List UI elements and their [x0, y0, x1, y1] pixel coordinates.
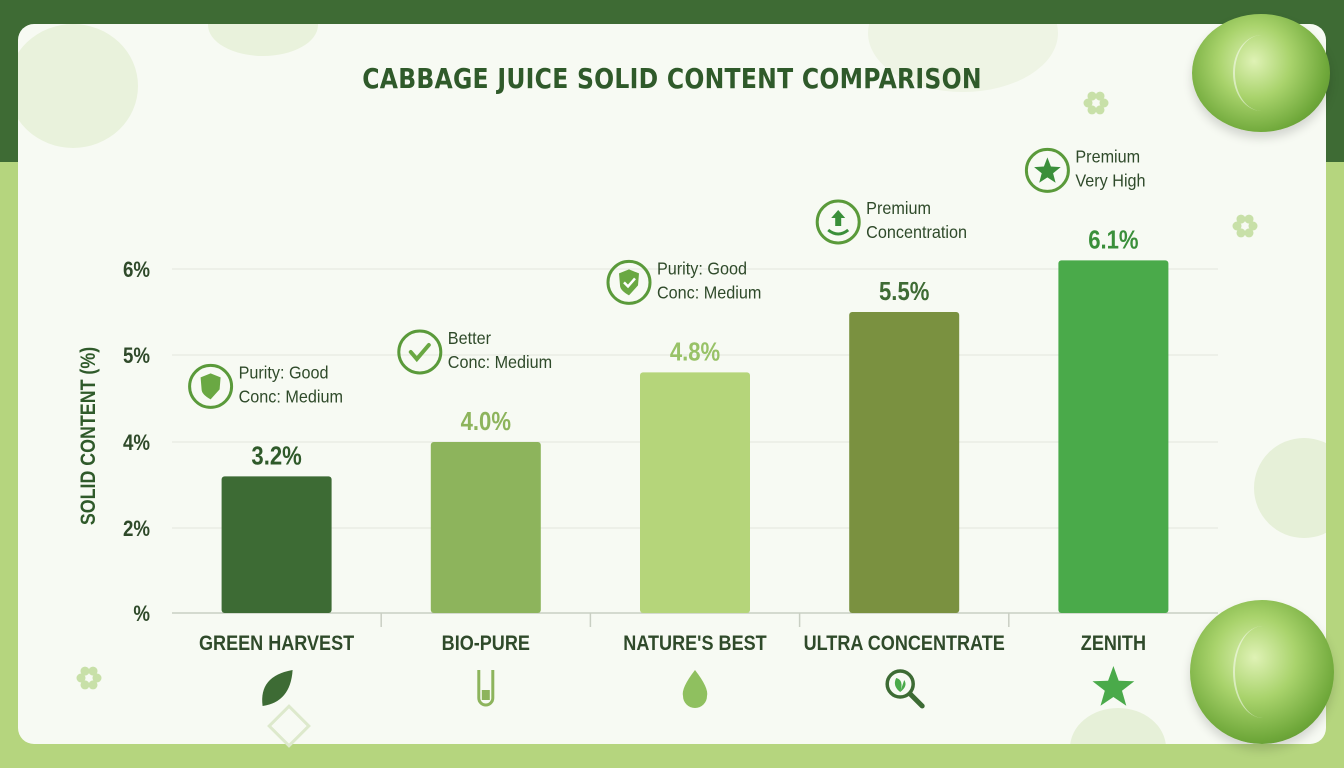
rise-arrow-icon-glyph	[831, 210, 846, 226]
magnifier-leaf	[894, 678, 906, 692]
petal	[1244, 214, 1254, 224]
tube-liquid	[481, 690, 490, 700]
petal	[1095, 105, 1105, 115]
badge-line2-3: Concentration	[866, 222, 967, 242]
shield-check-icon-check	[623, 277, 636, 289]
star-badge-icon	[1024, 147, 1070, 193]
petal	[1236, 228, 1246, 238]
petal	[1095, 91, 1105, 101]
bar-1	[430, 442, 541, 613]
petal	[92, 673, 102, 683]
petal	[1236, 214, 1246, 224]
badge-line2-1: Conc: Medium	[448, 352, 552, 372]
shield-check-icon	[606, 259, 652, 305]
value-label-0: 3.2%	[251, 442, 301, 471]
value-label-3: 5.5%	[879, 277, 929, 306]
badge-line2-2: Conc: Medium	[657, 283, 761, 303]
bar-4	[1058, 260, 1169, 613]
badge-line2-0: Conc: Medium	[239, 387, 343, 407]
test-tube-icon	[477, 670, 495, 707]
y-tick-label-1: 2%	[123, 518, 150, 542]
petal	[1087, 105, 1097, 115]
cabbage-image-bottomright	[1190, 600, 1334, 744]
petal	[88, 680, 98, 690]
magnifier-handle	[907, 691, 925, 709]
category-label-0: GREEN HARVEST	[199, 632, 354, 656]
magnifier-leaf-icon	[885, 669, 925, 709]
petal	[1087, 91, 1097, 101]
petal	[1232, 221, 1242, 231]
rise-arrow-icon-ring	[815, 199, 861, 245]
category-label-1: BIO-PURE	[442, 632, 530, 656]
star-glyph	[1092, 666, 1135, 706]
leaf-glyph	[262, 670, 293, 706]
cabbage-image-topright	[1192, 14, 1330, 132]
chart-title: CABBAGE JUICE SOLID CONTENT COMPARISON	[362, 62, 982, 95]
check-circle-icon	[397, 329, 443, 375]
badge-line1-3: Premium	[866, 198, 931, 218]
decor-diamond-icon	[267, 704, 311, 748]
shield-check-icon-glyph	[619, 269, 639, 296]
leaf-icon	[262, 670, 293, 706]
category-label-4: ZENITH	[1081, 632, 1146, 656]
badge-line1-1: Better	[448, 328, 491, 348]
badge-line2-4: Very High	[1075, 171, 1145, 191]
decor-flower-icon-0	[1083, 91, 1109, 115]
category-label-2: NATURE'S BEST	[623, 632, 766, 656]
tube-glyph	[477, 670, 495, 707]
star-badge-icon-glyph	[1034, 157, 1061, 183]
shield-icon-glyph	[200, 373, 221, 400]
rise-arrow-icon-base	[827, 228, 850, 236]
check-circle-icon-ring	[397, 329, 443, 375]
shield-icon	[188, 363, 234, 409]
petal	[88, 666, 98, 676]
petal	[1083, 98, 1093, 108]
shield-icon-ring	[188, 363, 234, 409]
bar-0	[221, 476, 332, 613]
droplet-icon	[682, 670, 708, 708]
decor-flower-icon-1	[1232, 214, 1258, 238]
value-label-2: 4.8%	[670, 338, 720, 367]
bar-2	[640, 372, 750, 613]
decor-flower-icon-2	[76, 666, 102, 690]
y-tick-label-0: %	[133, 603, 150, 627]
petal	[80, 680, 90, 690]
drop-glyph	[682, 670, 708, 708]
y-axis-label: SOLID CONTENT (%)	[77, 347, 101, 525]
rise-arrow-icon	[815, 199, 861, 245]
badge-line1-4: Premium	[1075, 147, 1140, 167]
y-tick-label-3: 5%	[123, 345, 150, 369]
star-badge-icon-ring	[1024, 147, 1070, 193]
decor-cabbage-right	[1254, 438, 1326, 538]
decor-cabbage-topleft	[18, 24, 138, 148]
y-tick-label-2: 4%	[123, 432, 150, 456]
y-tick-label-4: 6%	[123, 259, 150, 283]
petal	[1099, 98, 1109, 108]
value-label-4: 6.1%	[1088, 226, 1138, 255]
petal	[80, 666, 90, 676]
shield-check-icon-ring	[606, 259, 652, 305]
petal	[76, 673, 86, 683]
badge-line1-2: Purity: Good	[657, 259, 747, 279]
star-icon	[1092, 666, 1135, 706]
petal	[1244, 228, 1254, 238]
magnifier-ring	[885, 669, 915, 699]
category-label-3: ULTRA CONCENTRATE	[804, 632, 1005, 656]
badge-line1-0: Purity: Good	[239, 363, 329, 383]
check-circle-icon-glyph	[408, 343, 431, 363]
bar-3	[849, 312, 960, 613]
petal	[1248, 221, 1258, 231]
value-label-1: 4.0%	[461, 407, 511, 436]
